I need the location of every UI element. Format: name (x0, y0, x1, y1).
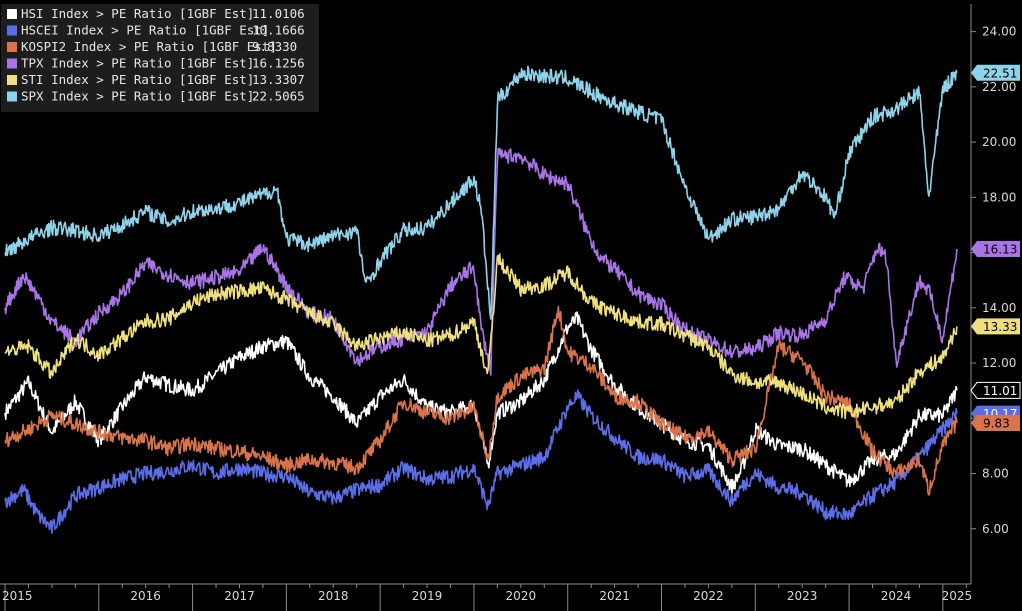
legend-value: 10.1666 (252, 23, 305, 38)
series-line-5 (4, 65, 958, 320)
last-value-badge: 11.01 (970, 381, 1021, 399)
legend-value: 13.3307 (252, 72, 305, 87)
x-tick-label: 2019 (412, 589, 443, 603)
series-line-3 (4, 147, 958, 376)
y-tick-label: 18.00 (982, 190, 1016, 204)
legend-swatch (7, 42, 17, 52)
legend-label: SPX Index > PE Ratio [1GBF Est] (21, 89, 254, 104)
series-line-2 (4, 305, 958, 496)
x-tick-label: 2015 (2, 589, 33, 603)
legend-box (1, 4, 319, 112)
y-tick-label: 12.00 (982, 356, 1016, 370)
last-value-badge: 9.83 (971, 414, 1020, 431)
badge-shape (971, 414, 1020, 431)
badge-shape (971, 64, 1020, 81)
y-tick-label: 8.00 (982, 467, 1009, 481)
legend-swatch (7, 25, 17, 36)
legend-swatch (7, 58, 17, 69)
x-tick-label: 2024 (881, 589, 912, 603)
legend-label: STI Index > PE Ratio [1GBF Est] (21, 72, 254, 87)
badge-shape (971, 240, 1020, 257)
badge-label: 13.33 (983, 320, 1017, 334)
badge-shape (971, 318, 1020, 335)
legend-value: 9.8330 (252, 39, 297, 54)
series-layer (4, 65, 958, 534)
x-tick-label: 2020 (506, 589, 537, 603)
x-axis: 2015 2016 2017 2018 2019 2020 2021 2022 2023 2024… (0, 583, 973, 611)
badge-label: 9.83 (983, 416, 1010, 430)
y-tick-label: 24.00 (982, 25, 1016, 39)
legend-value: 16.1256 (252, 56, 305, 71)
legend-swatch (7, 9, 17, 19)
legend-value: 11.0106 (252, 6, 305, 21)
legend-label: HSCEI Index > PE Ratio [1GBF Est] (21, 23, 269, 38)
legend-label: TPX Index > PE Ratio [1GBF Est] (21, 56, 254, 71)
y-tick-label: 6.00 (982, 522, 1009, 536)
series-line-4 (4, 253, 958, 420)
last-value-badge: 13.33 (971, 318, 1020, 335)
badge-label: 11.01 (983, 384, 1017, 398)
legend-label: KOSPI2 Index > PE Ratio [1GBF Est] (21, 39, 277, 54)
x-tick-label: 2023 (787, 589, 818, 603)
legend-swatch (7, 75, 17, 85)
y-tick-label: 22.00 (982, 80, 1016, 94)
y-tick-label: 14.00 (982, 301, 1016, 315)
legend: HSI Index > PE Ratio [1GBF Est]11.0106 HS… (1, 4, 319, 112)
x-tick-label: 2025 (942, 589, 973, 603)
last-value-badge: 16.13 (971, 240, 1020, 257)
x-tick-label: 2021 (599, 589, 630, 603)
badge-label: 16.13 (983, 242, 1017, 256)
y-tick-label: 20.00 (982, 135, 1016, 149)
legend-value: 22.5065 (252, 89, 305, 104)
x-tick-label: 2018 (318, 589, 349, 603)
x-tick-label: 2022 (693, 589, 724, 603)
legend-swatch (7, 91, 17, 102)
x-tick-label: 2016 (130, 589, 161, 603)
series-line-1 (4, 389, 958, 534)
last-value-badge: 22.51 (971, 64, 1020, 81)
badge-shape (970, 381, 1021, 399)
badge-label: 22.51 (983, 66, 1017, 80)
x-tick-label: 2017 (224, 589, 255, 603)
legend-label: HSI Index > PE Ratio [1GBF Est] (21, 6, 254, 21)
